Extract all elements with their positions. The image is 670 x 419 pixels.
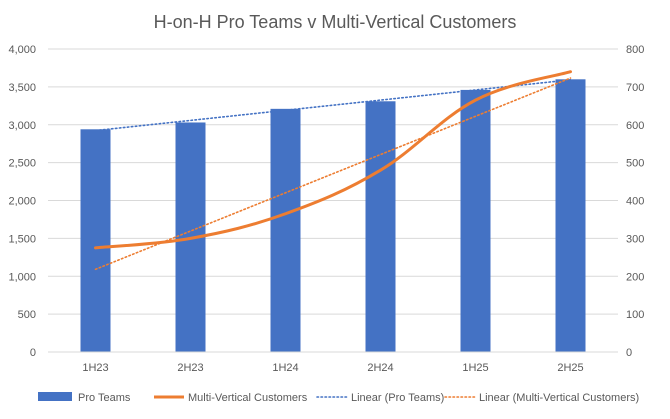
right-tick-label: 100 [626,309,644,321]
legend: Pro Teams Multi-Vertical Customers Linear … [38,392,639,404]
right-tick-label: 800 [626,44,644,56]
bar [556,79,586,352]
right-tick-label: 500 [626,158,644,170]
left-tick-label: 0 [30,347,36,359]
left-tick-label: 1,500 [8,233,36,245]
bar-series-pro-teams [81,79,586,352]
x-tick-label: 1H25 [462,362,488,374]
left-axis-ticks: 0 500 1,000 1,500 2,000 2,500 3,000 3,500 4,000 [8,44,36,359]
x-tick-label: 2H23 [177,362,203,374]
x-axis-ticks: 1H23 2H23 1H24 2H24 1H25 2H25 [82,362,583,374]
left-tick-label: 1,000 [8,271,36,283]
left-tick-label: 3,500 [8,82,36,94]
bar [461,90,491,352]
legend-label: Pro Teams [78,392,131,404]
line-path [96,72,571,248]
gridlines [48,49,618,314]
left-tick-label: 2,500 [8,158,36,170]
line-series-multi-vertical [95,72,570,248]
right-tick-label: 400 [626,196,644,208]
left-tick-label: 500 [18,309,36,321]
bar [271,109,301,352]
chart-title: H-on-H Pro Teams v Multi-Vertical Custom… [154,12,517,32]
x-tick-label: 1H23 [82,362,108,374]
legend-swatch [38,392,72,401]
left-tick-label: 2,000 [8,196,36,208]
bar [366,101,396,352]
left-tick-label: 4,000 [8,44,36,56]
right-axis-ticks: 0 100 200 300 400 500 600 700 800 [626,44,644,359]
x-tick-label: 2H25 [557,362,583,374]
trendline [96,80,571,131]
legend-label: Linear (Multi-Vertical Customers) [479,392,639,404]
right-tick-label: 600 [626,120,644,132]
right-tick-label: 200 [626,271,644,283]
x-tick-label: 1H24 [272,362,298,374]
left-tick-label: 3,000 [8,120,36,132]
legend-label: Multi-Vertical Customers [188,392,308,404]
right-tick-label: 700 [626,82,644,94]
right-tick-label: 300 [626,233,644,245]
x-tick-label: 2H24 [367,362,393,374]
bar [81,129,111,352]
right-tick-label: 0 [626,347,632,359]
legend-label: Linear (Pro Teams) [351,392,444,404]
